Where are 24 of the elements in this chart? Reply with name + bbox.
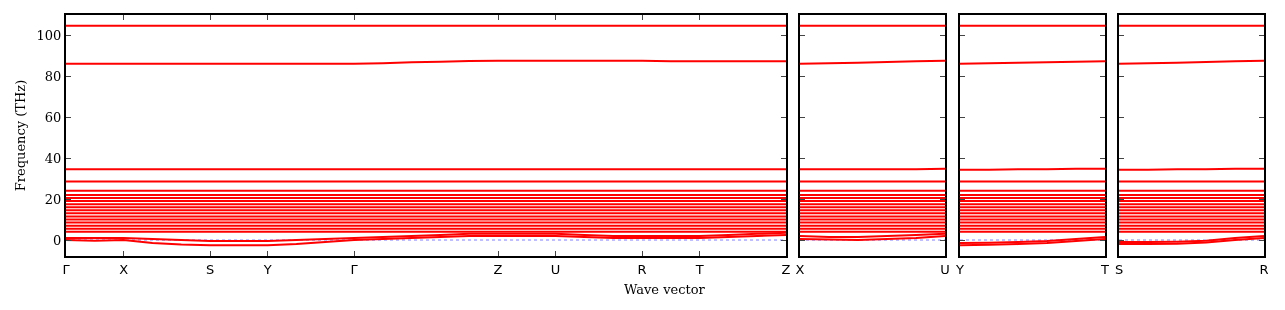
x-tick-label: R — [637, 261, 647, 277]
x-tick-label: Γ — [350, 261, 359, 277]
y-tick-label: 60 — [44, 109, 62, 125]
x-tick-label: R — [1259, 261, 1269, 277]
x-tick-label: S — [205, 261, 215, 277]
x-tick-label: U — [550, 261, 561, 277]
y-tick-label: 20 — [44, 191, 62, 207]
y-tick-label: 40 — [44, 150, 62, 166]
y-tick-label: 80 — [44, 68, 62, 84]
x-tick-label: S — [1114, 261, 1124, 277]
x-tick-label: X — [795, 261, 805, 277]
x-tick-label: Y — [955, 261, 965, 277]
x-tick-label: Z — [493, 261, 503, 277]
x-tick-label: Z — [781, 261, 791, 277]
x-axis-title: Wave vector — [624, 282, 706, 297]
x-tick-label: T — [1100, 261, 1110, 277]
y-tick-label: 0 — [53, 232, 62, 248]
x-tick-label: X — [119, 261, 129, 277]
x-tick-label: T — [694, 261, 704, 277]
y-axis-title: Frequency (THz) — [13, 79, 29, 192]
y-tick-label: 100 — [36, 27, 62, 43]
x-tick-label: U — [940, 261, 950, 277]
x-tick-label: Y — [262, 261, 272, 277]
x-tick-label: Γ — [62, 261, 71, 277]
